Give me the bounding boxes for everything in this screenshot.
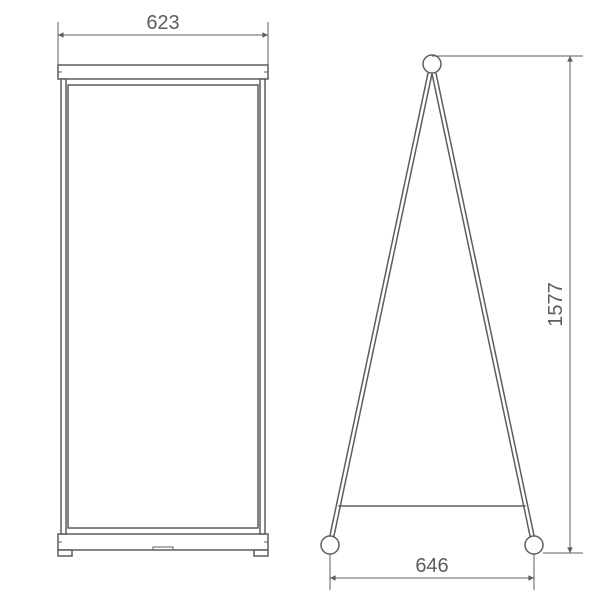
dim-label-646: 646 bbox=[415, 555, 448, 577]
side-leg-left bbox=[328, 64, 434, 546]
front-bottom-cap bbox=[58, 534, 268, 550]
front-foot-left bbox=[58, 550, 72, 556]
side-joint-left bbox=[321, 536, 339, 554]
technical-drawing: 623 646 1577 bbox=[0, 0, 600, 600]
front-top-cap bbox=[58, 65, 268, 79]
side-joint-apex bbox=[423, 55, 441, 73]
front-rail-left bbox=[61, 79, 66, 534]
front-rail-right bbox=[260, 79, 265, 534]
front-foot-right bbox=[254, 550, 268, 556]
dim-label-1577: 1577 bbox=[545, 282, 567, 327]
front-panel bbox=[68, 85, 258, 528]
drawing-layer: 623 646 1577 bbox=[58, 12, 583, 590]
dim-label-623: 623 bbox=[146, 12, 179, 34]
side-joint-right bbox=[525, 536, 543, 554]
side-leg-right bbox=[430, 64, 536, 546]
